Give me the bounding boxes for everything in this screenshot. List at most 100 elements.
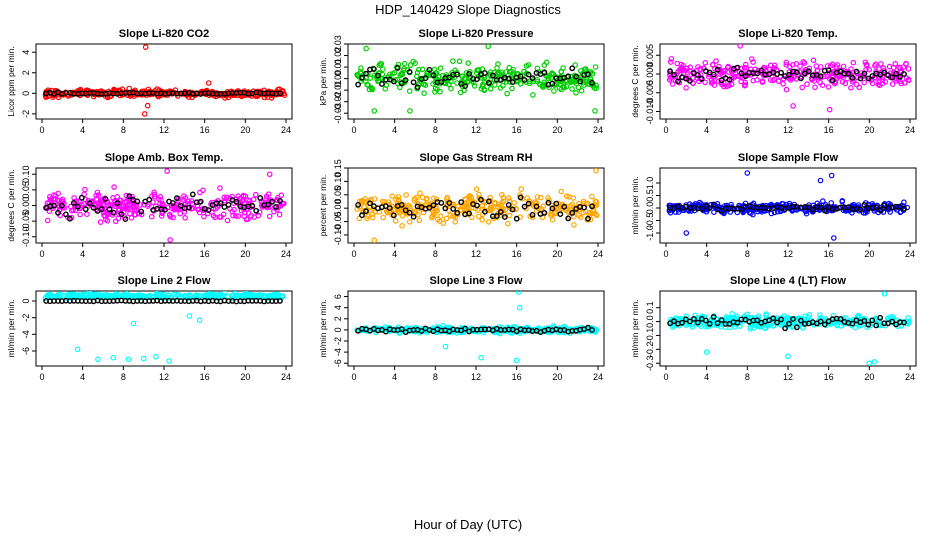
data-point [683, 313, 690, 320]
outlier-point [222, 291, 228, 296]
mean-point [869, 317, 876, 324]
data-point [171, 291, 178, 298]
data-point [708, 80, 715, 86]
data-point [240, 192, 247, 199]
data-point [110, 195, 116, 201]
y-tick-label: -0.005 [645, 80, 655, 106]
data-point [69, 207, 75, 214]
data-point [789, 62, 796, 68]
data-point [675, 68, 682, 75]
data-point [474, 67, 481, 74]
data-point [534, 77, 541, 83]
y-tick-label: 0.0 [645, 202, 655, 215]
data-point [120, 202, 127, 209]
data-point [683, 85, 689, 91]
data-point [395, 61, 402, 68]
mean-point [734, 319, 741, 326]
x-tick-label: 16 [200, 249, 210, 259]
data-point [667, 59, 674, 65]
x-tick-label: 8 [745, 372, 750, 382]
data-point [475, 213, 482, 220]
data-point [262, 293, 269, 299]
x-tick-label: 8 [121, 372, 126, 382]
page-title: HDP_140429 Slope Diagnostics [375, 2, 561, 17]
mean-point [533, 203, 540, 210]
data-point [766, 321, 773, 327]
mean-point [462, 325, 468, 332]
data-point [224, 217, 231, 224]
y-tick-label: 0.15 [333, 159, 343, 177]
data-point [750, 77, 757, 84]
x-tick-label: 20 [240, 125, 250, 135]
x-tick-label: 4 [392, 372, 397, 382]
data-point [580, 209, 587, 216]
data-point [166, 295, 173, 301]
data-point [429, 213, 436, 220]
data-point [817, 315, 824, 321]
data-point [588, 193, 595, 200]
data-point [235, 292, 241, 299]
mean-point [901, 205, 907, 212]
mean-point [169, 200, 176, 206]
mean-point [901, 71, 907, 77]
data-point [95, 192, 102, 198]
y-tick-label: -2 [21, 110, 31, 118]
mean-point [394, 65, 401, 71]
y-tick-label: 0.5 [645, 189, 655, 202]
mean-point [549, 80, 556, 87]
data-point [556, 85, 563, 92]
mean-point [225, 201, 232, 208]
data-point [586, 210, 593, 216]
data-point [455, 203, 462, 210]
mean-point [714, 320, 721, 326]
x-tick-label: 20 [240, 372, 250, 382]
y-axis-label: ml/min per min. [318, 299, 328, 357]
y-tick-label: 0 [21, 298, 31, 303]
mean-point [134, 198, 141, 205]
data-point [861, 79, 868, 86]
data-point [533, 200, 540, 207]
data-point [748, 210, 754, 217]
mean-point [162, 206, 168, 213]
data-point [84, 211, 90, 218]
mean-point [517, 73, 524, 80]
x-tick-label: 8 [745, 125, 750, 135]
mean-point [406, 209, 413, 216]
data-point [728, 81, 735, 88]
mean-point [754, 70, 761, 77]
data-point [168, 205, 175, 212]
data-point [367, 75, 374, 82]
data-point [185, 295, 191, 302]
x-tick-label: 8 [433, 249, 438, 259]
outlier-point [785, 353, 791, 360]
mean-point [694, 319, 701, 326]
data-point [406, 219, 413, 225]
data-point [417, 190, 423, 197]
data-point [250, 196, 257, 203]
mean-point [714, 66, 721, 73]
mean-point [687, 318, 693, 325]
data-point [434, 216, 441, 223]
data-point [107, 209, 114, 216]
mean-point [438, 79, 445, 85]
data-point [217, 185, 223, 191]
data-point [575, 84, 582, 91]
mean-point [466, 210, 472, 217]
y-tick-label: 4 [333, 305, 343, 310]
x-tick-label: 4 [704, 125, 709, 135]
mean-point [55, 209, 61, 216]
data-point [569, 201, 576, 208]
mean-point [754, 317, 761, 324]
data-point [237, 196, 243, 202]
mean-point [450, 205, 457, 212]
data-point [369, 214, 376, 221]
data-point [537, 194, 544, 201]
data-point [748, 56, 755, 62]
mean-point [718, 317, 725, 323]
data-point [462, 204, 469, 210]
mean-point [277, 197, 283, 204]
data-point [405, 202, 412, 209]
data-point [374, 76, 380, 82]
mean-point [98, 206, 105, 213]
data-point [383, 208, 390, 215]
